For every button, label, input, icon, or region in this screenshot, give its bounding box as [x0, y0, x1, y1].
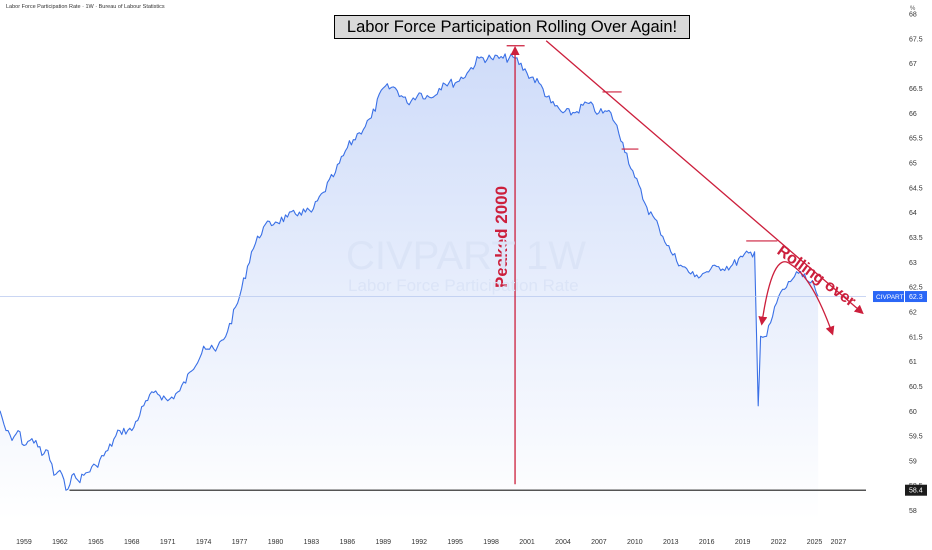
y-axis-unit: % — [910, 6, 916, 12]
x-tick-label: 1968 — [124, 539, 140, 546]
y-tick-label: 62.5 — [909, 285, 923, 292]
x-tick-label: 1995 — [447, 539, 463, 546]
x-tick-label: 1989 — [376, 539, 392, 546]
recovery-curve-arrow[interactable] — [758, 261, 791, 326]
y-tick-label: 59 — [909, 458, 917, 465]
trend-down-arrow[interactable] — [545, 40, 864, 315]
series-line[interactable] — [0, 53, 819, 491]
x-tick-label: 2019 — [735, 539, 751, 546]
x-tick-label: 1992 — [411, 539, 427, 546]
x-tick-label: 1983 — [304, 539, 320, 546]
x-tick-label: 2016 — [699, 539, 715, 546]
price-tags: CIVPART 62.3 58.4 — [873, 291, 927, 496]
peak-annotation-text: Peaked 2000 — [492, 186, 511, 288]
x-tick-label: 2027 — [831, 539, 847, 546]
last-value-tag-value: 62.3 — [909, 294, 923, 301]
series-area-fill — [0, 53, 819, 521]
y-tick-label: 61.5 — [909, 334, 923, 341]
x-tick-label: 1986 — [340, 539, 356, 546]
x-tick-label: 1965 — [88, 539, 104, 546]
x-tick-label: 2022 — [771, 539, 787, 546]
y-tick-label: 66.5 — [909, 86, 923, 93]
y-tick-label: 64.5 — [909, 185, 923, 192]
last-value-tag-label: CIVPART — [876, 294, 904, 301]
series-name-watermark: Labor Force Participation Rate — [348, 276, 579, 295]
symbol-watermark: CIVPART 1W — [346, 234, 587, 278]
y-tick-label: 63.5 — [909, 235, 923, 242]
support-value-tag[interactable]: 58.4 — [905, 484, 927, 496]
y-tick-label: 66 — [909, 111, 917, 118]
x-tick-label: 1959 — [16, 539, 32, 546]
y-tick-label: 62 — [909, 309, 917, 316]
x-tick-label: 2013 — [663, 539, 679, 546]
y-tick-label: 65.5 — [909, 136, 923, 143]
series-layer — [0, 53, 866, 491]
y-tick-label: 60 — [909, 409, 917, 416]
y-tick-label: 61 — [909, 359, 917, 366]
y-tick-label: 68 — [909, 11, 917, 18]
x-tick-label: 2010 — [627, 539, 643, 546]
y-tick-label: 59.5 — [909, 434, 923, 441]
rolling-over-curve-arrow[interactable] — [790, 263, 835, 336]
chart-headline-box: Labor Force Participation Rolling Over A… — [334, 15, 690, 39]
x-tick-label: 1977 — [232, 539, 248, 546]
y-tick-label: 65 — [909, 160, 917, 167]
y-tick-label: 58 — [909, 508, 917, 515]
x-axis: 1959 1962 1965 1968 1971 1974 1977 1980 1983 1986… — [16, 539, 846, 546]
x-tick-label: 2025 — [807, 539, 823, 546]
x-tick-label: 2004 — [555, 539, 571, 546]
last-value-tag[interactable]: CIVPART 62.3 — [873, 291, 927, 303]
area-layer — [0, 53, 819, 521]
x-tick-label: 1971 — [160, 539, 176, 546]
y-tick-label: 60.5 — [909, 384, 923, 391]
y-tick-label: 67 — [909, 61, 917, 68]
x-tick-label: 2007 — [591, 539, 607, 546]
support-value-tag-value: 58.4 — [909, 488, 923, 495]
x-tick-label: 2001 — [519, 539, 535, 546]
y-tick-label: 67.5 — [909, 36, 923, 43]
x-tick-label: 1962 — [52, 539, 68, 546]
axis-scale-background — [866, 0, 932, 550]
chart-source-label: Labor Force Participation Rate · 1W · Bu… — [6, 4, 165, 10]
x-tick-label: 1974 — [196, 539, 212, 546]
y-tick-label: 64 — [909, 210, 917, 217]
y-tick-label: 63 — [909, 260, 917, 267]
x-tick-label: 1998 — [483, 539, 499, 546]
x-tick-label: 1980 — [268, 539, 284, 546]
